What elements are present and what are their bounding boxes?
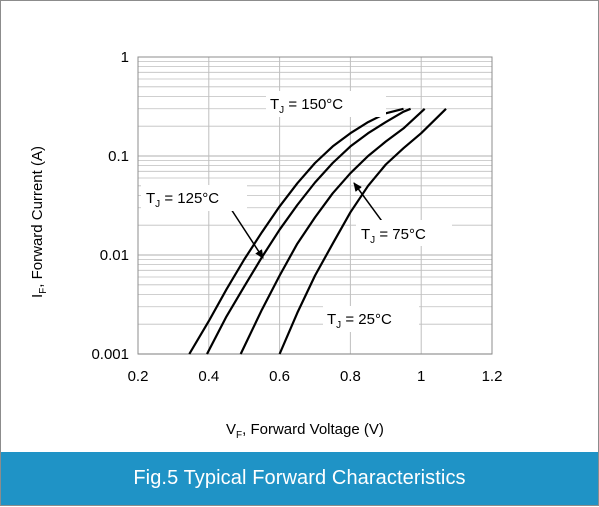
x-tick-label: 0.4 xyxy=(198,368,219,385)
x-tick-label: 0.8 xyxy=(340,368,361,385)
x-tick-label: 0.2 xyxy=(128,368,149,385)
series-group xyxy=(188,107,447,355)
annotation-150c: TJ = 150°C xyxy=(266,91,386,117)
x-axis-title: VF, Forward Voltage (V) xyxy=(226,421,384,441)
y-tick-label: 0.01 xyxy=(100,247,129,264)
svg-text:TJ = 25°C: TJ = 25°C xyxy=(327,311,392,331)
tick-labels: 0.2 0.4 0.6 0.8 1 1.2 0.001 0.01 0.1 1 xyxy=(91,49,502,385)
y-tick-label: 0.001 xyxy=(91,346,129,363)
arrow-125c xyxy=(230,208,264,259)
plot-area xyxy=(137,56,493,355)
annotation-arrows xyxy=(230,182,385,259)
annotation-25c: TJ = 25°C xyxy=(323,306,419,332)
svg-text:TJ = 125°C: TJ = 125°C xyxy=(146,190,219,210)
caption-bar: Fig.5 Typical Forward Characteristics xyxy=(1,452,598,505)
svg-text:TJ = 75°C: TJ = 75°C xyxy=(361,226,426,246)
arrow-75c xyxy=(353,182,385,225)
series-line-4 xyxy=(278,108,447,355)
series-line-3 xyxy=(239,107,426,355)
x-tick-label: 1.2 xyxy=(482,368,503,385)
figure-caption: Fig.5 Typical Forward Characteristics xyxy=(133,467,466,489)
y-axis-title: IF, Forward Current (A) xyxy=(29,146,49,298)
annotation-125c: TJ = 125°C xyxy=(141,185,247,211)
x-tick-label: 0.6 xyxy=(269,368,290,385)
series-line-2 xyxy=(206,107,412,355)
x-tick-label: 1 xyxy=(417,368,425,385)
svg-text:TJ = 150°C: TJ = 150°C xyxy=(270,96,343,116)
series-line-1 xyxy=(188,107,404,355)
annotation-75c: TJ = 75°C xyxy=(356,220,452,246)
y-tick-label: 1 xyxy=(121,49,129,66)
y-tick-label: 0.1 xyxy=(108,148,129,165)
